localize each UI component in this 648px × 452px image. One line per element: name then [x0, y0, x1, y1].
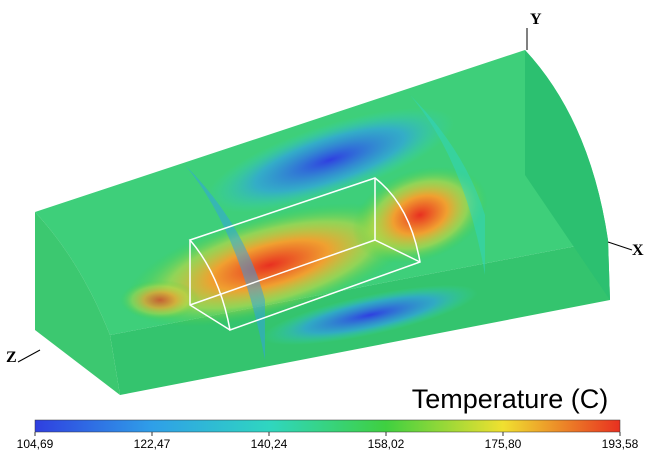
- colorbar-tick-label: 158,02: [368, 437, 405, 451]
- colorbar-tick-label: 104,69: [17, 437, 54, 451]
- visualization: Y X Z Temperature (C) 104,69 122,47 140,24…: [0, 0, 648, 452]
- z-axis-arrow: [18, 350, 40, 362]
- y-axis-label: Y: [530, 11, 542, 28]
- model: [35, 50, 610, 395]
- x-axis-label: X: [632, 242, 644, 259]
- colorbar-tick-label: 122,47: [134, 437, 171, 451]
- colorbar-tick-label: 175,80: [485, 437, 522, 451]
- colorbar-tick-label: 193,58: [602, 437, 639, 451]
- x-axis-arrow: [608, 242, 632, 250]
- colorbar-title: Temperature (C): [412, 384, 609, 414]
- colorbar-tick-label: 140,24: [251, 437, 288, 451]
- z-axis-label: Z: [6, 349, 17, 366]
- colorbar: [35, 420, 620, 432]
- colorbar-ticks: 104,69 122,47 140,24 158,02 175,80 193,58: [17, 432, 639, 451]
